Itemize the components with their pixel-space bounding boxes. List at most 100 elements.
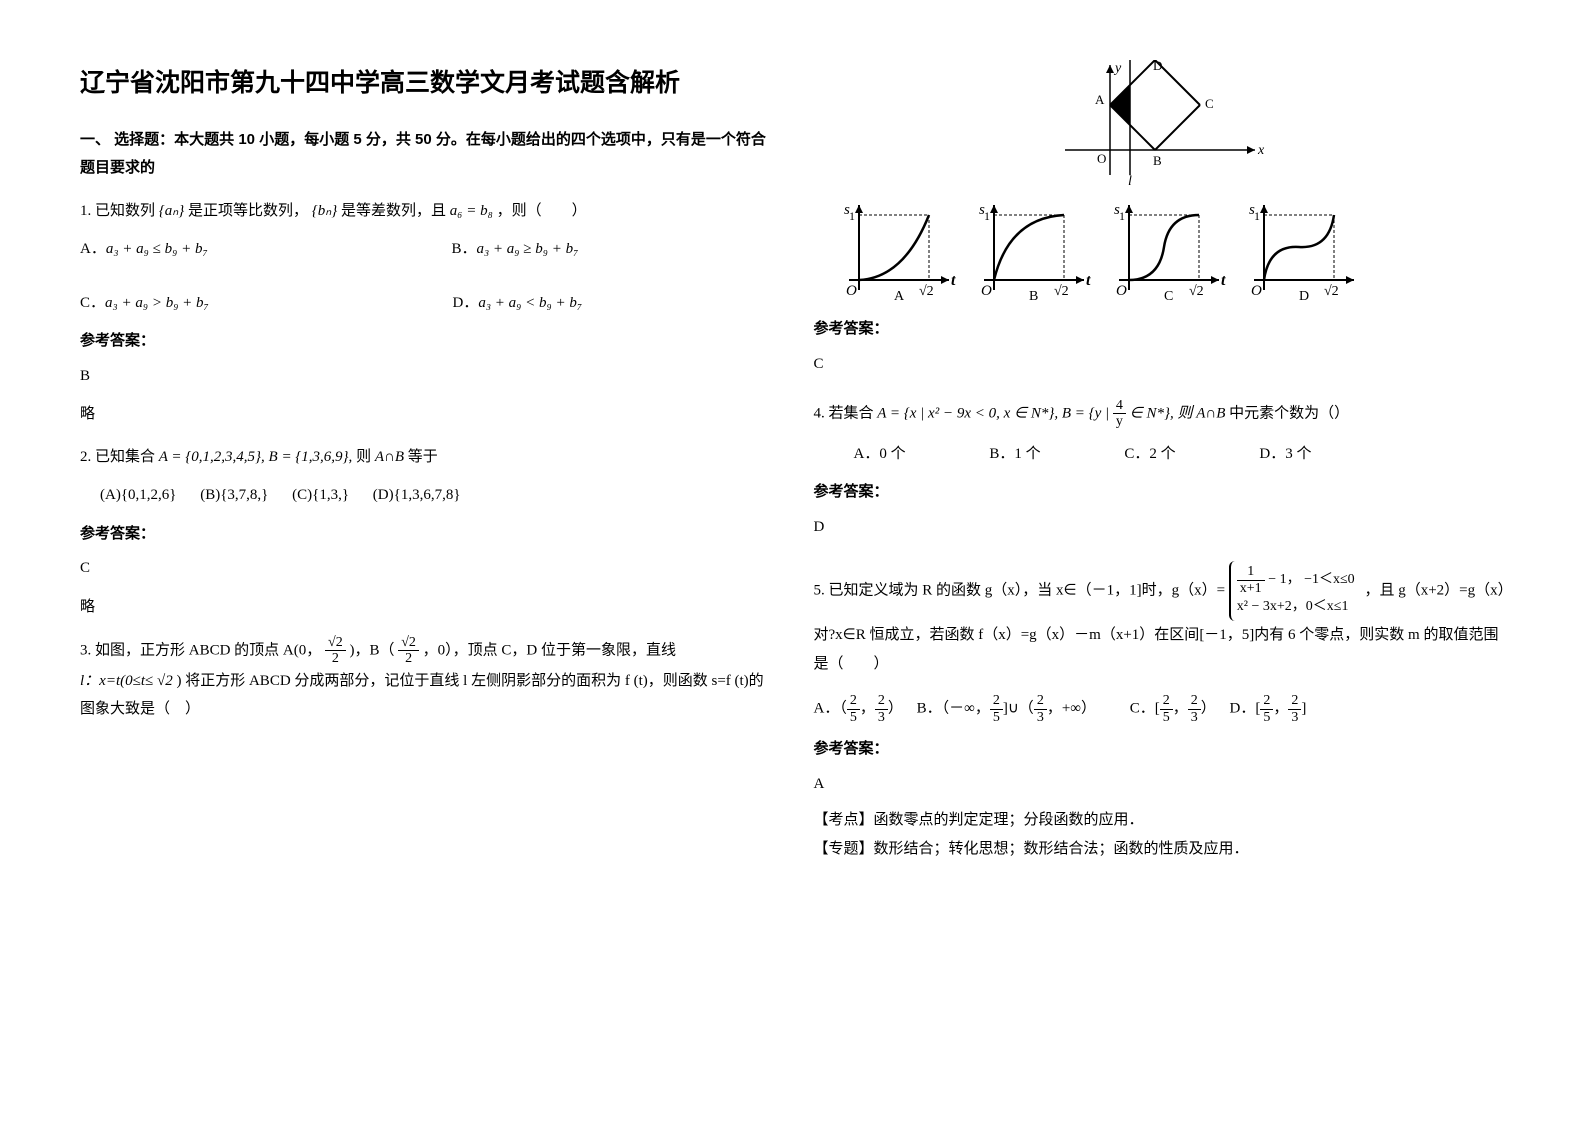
den: 3 [1288, 710, 1301, 725]
math: √2 [157, 673, 173, 689]
svg-text:1: 1 [1119, 209, 1125, 223]
fraction: 23 [1188, 693, 1201, 725]
math: A = {0,1,2,3,4,5}, B = {1,3,6,9}, [159, 449, 353, 465]
text: 则 [356, 449, 375, 465]
num: √2 [398, 635, 419, 651]
question-2: 2. 已知集合 A = {0,1,2,3,4,5}, B = {1,3,6,9}… [80, 443, 774, 472]
num: 2 [1188, 693, 1201, 709]
svg-text:y: y [1113, 61, 1122, 76]
comma: ， [1273, 701, 1288, 717]
svg-text:O: O [846, 283, 857, 299]
option-d: D．a₃ + a₉ < b₉ + b₇ [453, 289, 583, 318]
num: 2 [1160, 693, 1173, 709]
question-1: 1. 已知数列 {aₙ} 是正项等比数列， {bₙ} 是等差数列，且 a₆ = … [80, 197, 774, 226]
brief: 略 [80, 593, 774, 622]
svg-text:1: 1 [1254, 209, 1260, 223]
den: 5 [847, 710, 860, 725]
option-d: (D){1,3,6,7,8} [373, 481, 461, 510]
option-c: C．a₃ + a₉ > b₉ + b₇ [80, 289, 209, 318]
math: a₃ + a₉ > b₉ + b₇ [105, 295, 209, 311]
option-b: (B){3,7,8,} [200, 481, 268, 510]
svg-text:C: C [1164, 289, 1173, 300]
svg-text:√2: √2 [1054, 284, 1069, 299]
den: 5 [990, 710, 1003, 725]
q2-answer: C [80, 554, 774, 583]
text: 是等差数列，且 [341, 203, 446, 219]
svg-text:B: B [1029, 289, 1038, 300]
text: l：x=t(0≤t≤ [80, 673, 153, 689]
num: 2 [1260, 693, 1273, 709]
svg-text:√2: √2 [1189, 284, 1204, 299]
den: x+1 [1237, 581, 1265, 596]
svg-text:1: 1 [984, 209, 990, 223]
label: B．（－∞， [917, 701, 990, 717]
text: 1. 已知数列 [80, 203, 155, 219]
fraction: 25 [990, 693, 1003, 725]
fraction: 25 [1160, 693, 1173, 725]
math: A = {x | x² − 9x < 0, x ∈ N*}, B = {y | [877, 405, 1113, 421]
svg-text:D: D [1299, 289, 1309, 300]
svg-text:O: O [1251, 283, 1262, 299]
den: 3 [1188, 710, 1201, 725]
den: 2 [398, 651, 419, 666]
brief: 略 [80, 400, 774, 429]
fraction: 25 [847, 693, 860, 725]
num: 1 [1237, 564, 1265, 580]
fraction: √22 [325, 635, 346, 667]
fraction: 23 [875, 693, 888, 725]
svg-text:A: A [1095, 92, 1105, 107]
text: ，则（ ） [497, 203, 587, 219]
fraction: 4y [1113, 398, 1126, 430]
label: A．（ [814, 701, 847, 717]
svg-text:√2: √2 [919, 284, 934, 299]
den: y [1113, 414, 1126, 429]
text: ) 将正方形 ABCD 分成两部分，记位于直线 l 左侧阴影部分的面积为 f (… [80, 673, 764, 718]
text: ，0），顶点 C，D 位于第一象限，直线 [423, 642, 676, 658]
option-c: C．2 个 [1124, 440, 1175, 469]
square-figure: A B C D O x y l [1045, 60, 1275, 185]
svg-text:x: x [1257, 143, 1265, 158]
math-cond: a₆ = b₈ [450, 203, 493, 219]
question-4: 4. 若集合 A = {x | x² − 9x < 0, x ∈ N*}, B … [814, 398, 1508, 430]
fraction: 23 [1034, 693, 1047, 725]
option-d: D．[25，23] [1230, 693, 1307, 725]
option-a: A．a₃ + a₉ ≤ b₉ + b₇ [80, 235, 208, 264]
svg-text:A: A [894, 289, 905, 300]
option-d: D．3 个 [1259, 440, 1311, 469]
math: a₃ + a₉ ≤ b₉ + b₇ [106, 241, 208, 257]
piecewise: 1x+1 − 1， −1＜x≤0 x² − 3x+2，0＜x≤1 [1229, 561, 1361, 621]
fraction: √22 [398, 635, 419, 667]
paren: ） [1201, 701, 1216, 717]
cond: 0＜x≤1 [1306, 599, 1349, 614]
q4-answer: D [814, 513, 1508, 542]
num: 2 [990, 693, 1003, 709]
text: 是正项等比数列， [188, 203, 308, 219]
num: 4 [1113, 398, 1126, 414]
option-a: (A){0,1,2,6} [100, 481, 176, 510]
bracket: ] [1301, 701, 1306, 717]
text: )，B（ [349, 642, 398, 658]
option-a: A．0 个 [854, 440, 906, 469]
graph-options-figure: O √2 t s 1 A O √2 t s 1 B [834, 200, 1354, 300]
math: a₃ + a₉ < b₉ + b₇ [478, 295, 582, 311]
question-3: 3. 如图，正方形 ABCD 的顶点 A(0， √22 )，B（ √22 ，0）… [80, 635, 774, 724]
den: 2 [325, 651, 346, 666]
svg-text:t: t [1086, 272, 1091, 289]
num: 2 [847, 693, 860, 709]
answer-label: 参考答案： [814, 735, 1508, 764]
option-a: A．（25，23） [814, 693, 903, 725]
num: √2 [325, 635, 346, 651]
q5-analysis2: 【专题】数形结合；转化思想；数形结合法；函数的性质及应用． [814, 835, 1508, 864]
comma: ， [860, 701, 875, 717]
answer-label: 参考答案： [814, 315, 1508, 344]
den: 3 [1034, 710, 1047, 725]
text: 等于 [408, 449, 438, 465]
svg-text:O: O [1116, 283, 1127, 299]
right-column: A B C D O x y l O √2 t s 1 A [814, 60, 1508, 1062]
svg-text:C: C [1205, 96, 1214, 111]
svg-text:1: 1 [849, 209, 855, 223]
svg-text:t: t [951, 272, 956, 289]
question-5: 5. 已知定义域为 R 的函数 g（x），当 x∈（－1，1]时，g（x）= 1… [814, 561, 1508, 678]
q1-options-row2: C．a₃ + a₉ > b₉ + b₇ D．a₃ + a₉ < b₉ + b₇ [80, 289, 774, 318]
q4-options: A．0 个 B．1 个 C．2 个 D．3 个 [814, 440, 1508, 469]
